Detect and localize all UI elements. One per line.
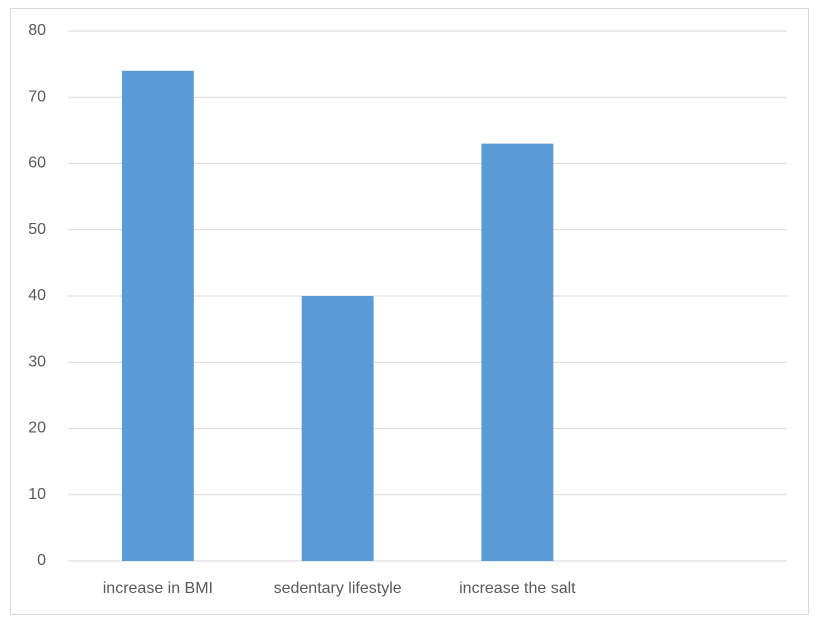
x-tick-label: increase in BMI bbox=[103, 580, 213, 597]
x-tick-label: sedentary lifestyle bbox=[274, 580, 402, 597]
y-tick-label: 40 bbox=[28, 287, 46, 304]
y-tick-label: 80 bbox=[28, 22, 46, 39]
y-tick-label: 30 bbox=[28, 353, 46, 370]
bar bbox=[481, 143, 554, 561]
y-tick-label: 50 bbox=[28, 221, 46, 238]
y-tick-label: 20 bbox=[28, 420, 46, 437]
bar bbox=[301, 296, 374, 561]
y-tick-label: 70 bbox=[28, 88, 46, 105]
y-tick-label: 10 bbox=[28, 486, 46, 503]
bar bbox=[121, 70, 194, 561]
y-tick-label: 60 bbox=[28, 155, 46, 172]
x-tick-label: increase the salt bbox=[459, 580, 576, 597]
y-tick-label: 0 bbox=[37, 552, 46, 569]
